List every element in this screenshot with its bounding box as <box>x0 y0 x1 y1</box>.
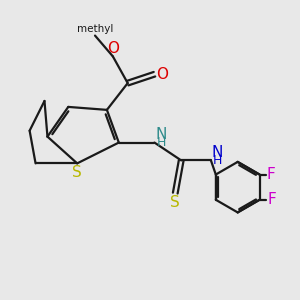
Text: F: F <box>266 167 275 182</box>
Text: O: O <box>156 67 168 82</box>
Text: N: N <box>155 127 167 142</box>
Text: F: F <box>267 192 276 207</box>
Text: S: S <box>72 165 82 180</box>
Text: H: H <box>213 154 222 167</box>
Text: O: O <box>107 41 119 56</box>
Text: N: N <box>212 145 223 160</box>
Text: methyl: methyl <box>77 24 113 34</box>
Text: H: H <box>156 136 166 149</box>
Text: S: S <box>170 195 180 210</box>
